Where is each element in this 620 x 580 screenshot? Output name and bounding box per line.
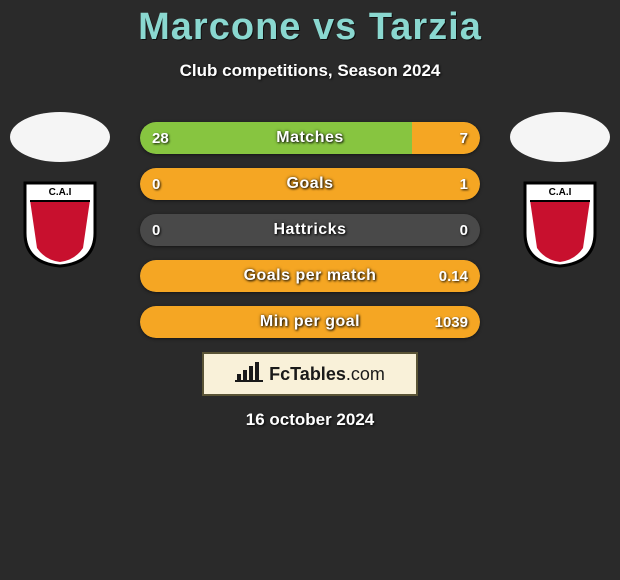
attribution-box: FcTables.com: [202, 352, 418, 396]
date-text: 16 october 2024: [0, 410, 620, 430]
stat-row: 01Goals: [140, 168, 480, 200]
stat-label: Goals per match: [140, 260, 480, 292]
player1-photo: [10, 112, 110, 162]
player1-club-badge: C.A.I: [20, 178, 100, 268]
stat-row: 00Hattricks: [140, 214, 480, 246]
svg-text:C.A.I: C.A.I: [549, 187, 572, 198]
stat-row: 1039Min per goal: [140, 306, 480, 338]
attribution-brand: FcTables: [269, 364, 346, 384]
player2-club-badge: C.A.I: [520, 178, 600, 268]
page-title: Marcone vs Tarzia: [0, 0, 620, 49]
vs-connector: vs: [313, 6, 357, 48]
svg-text:C.A.I: C.A.I: [49, 187, 72, 198]
stat-label: Matches: [140, 122, 480, 154]
subtitle: Club competitions, Season 2024: [0, 61, 620, 81]
attribution-suffix: .com: [346, 364, 385, 384]
stat-label: Goals: [140, 168, 480, 200]
player2-name: Tarzia: [369, 6, 482, 48]
stat-row: 287Matches: [140, 122, 480, 154]
stat-label: Min per goal: [140, 306, 480, 338]
chart-bars-icon: [235, 362, 263, 387]
infographic-root: Marcone vs Tarzia Club competitions, Sea…: [0, 0, 620, 580]
player2-photo: [510, 112, 610, 162]
stat-label: Hattricks: [140, 214, 480, 246]
player1-name: Marcone: [138, 6, 301, 48]
attribution-text: FcTables.com: [269, 364, 385, 385]
stat-row: 0.14Goals per match: [140, 260, 480, 292]
stat-bars: 287Matches 01Goals 00Hattricks 0.14Goals pe…: [140, 122, 480, 352]
